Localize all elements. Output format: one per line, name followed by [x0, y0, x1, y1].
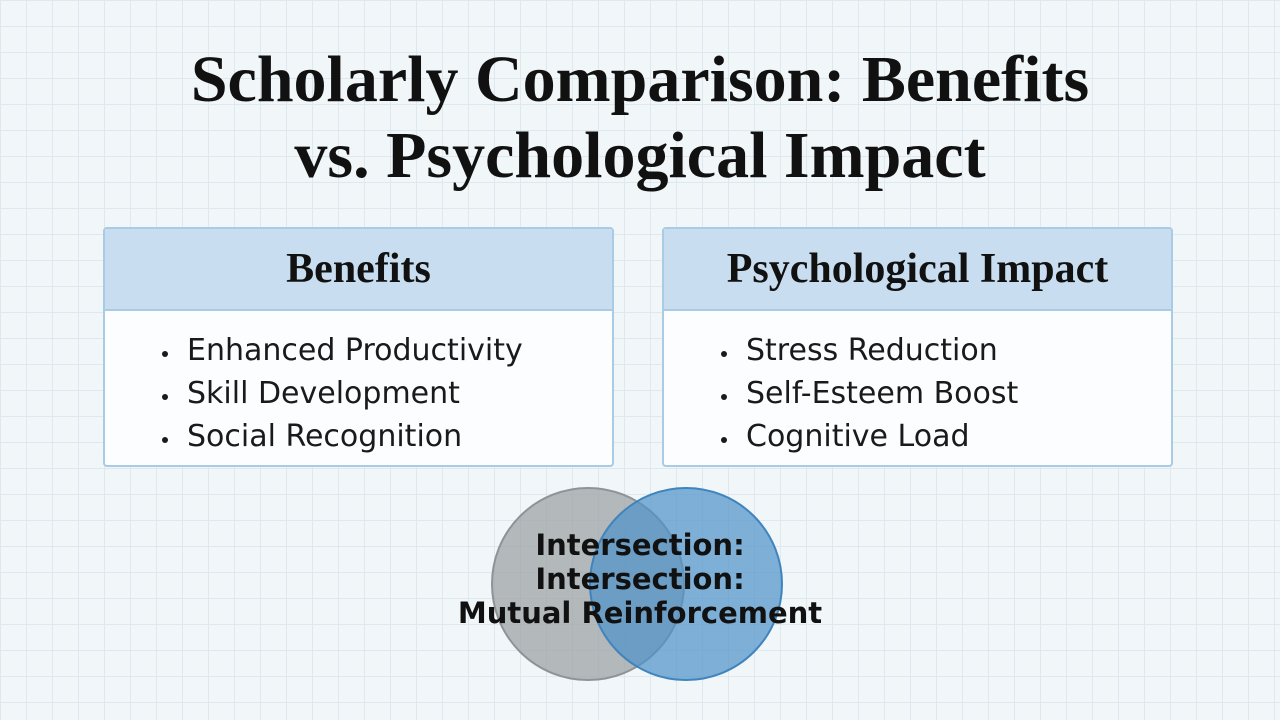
- venn-label: Intersection:: [535, 562, 744, 596]
- benefits-panel: Benefits Enhanced ProductivitySkill Deve…: [103, 227, 614, 467]
- title: Scholarly Comparison: Benefits vs. Psycho…: [0, 42, 1280, 194]
- list-item: Self-Esteem Boost: [740, 372, 1171, 415]
- title-line: Scholarly Comparison: Benefits: [190, 43, 1090, 116]
- impact-panel: Psychological Impact Stress ReductionSel…: [662, 227, 1173, 467]
- list-item: Enhanced Productivity: [181, 329, 612, 372]
- list-item: Cognitive Load: [740, 415, 1171, 458]
- item-list: Stress ReductionSelf-Esteem BoostCogniti…: [664, 311, 1171, 458]
- venn-label: Mutual Reinforcement: [458, 596, 822, 630]
- venn-circle-right: [589, 487, 783, 681]
- list-item: Stress Reduction: [740, 329, 1171, 372]
- panel-heading: Psychological Impact: [664, 229, 1171, 311]
- list-item: Social Recognition: [181, 415, 612, 458]
- item-list: Enhanced ProductivitySkill DevelopmentSo…: [105, 311, 612, 458]
- title-line: vs. Psychological Impact: [294, 119, 986, 192]
- venn-label: Intersection:: [535, 528, 744, 562]
- panel-heading: Benefits: [105, 229, 612, 311]
- list-item: Skill Development: [181, 372, 612, 415]
